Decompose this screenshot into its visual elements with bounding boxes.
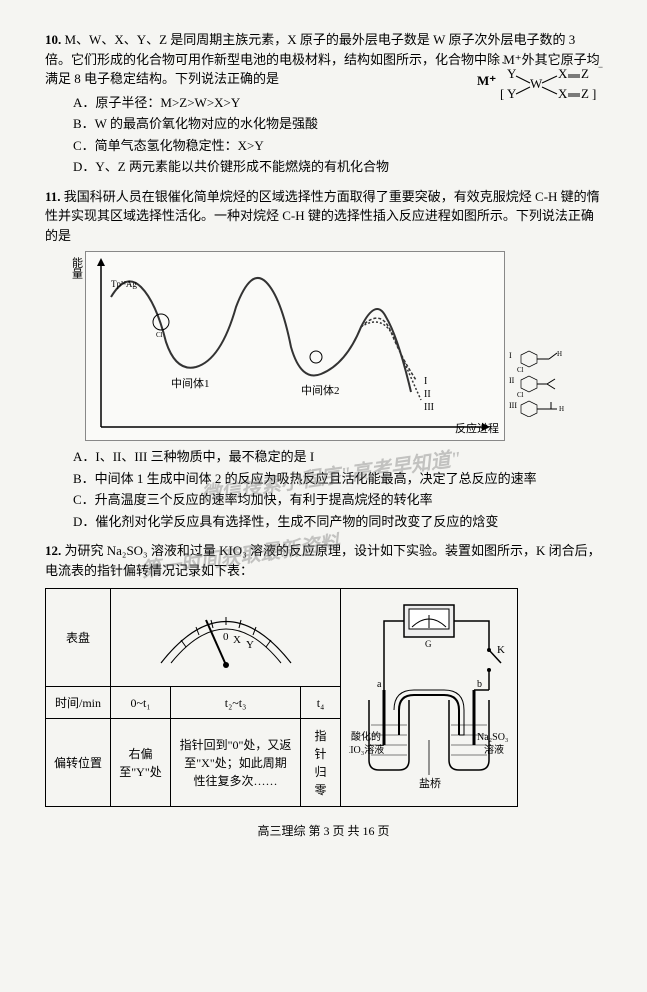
svg-text:Cl: Cl — [517, 416, 524, 417]
dial-zero: 0 — [223, 631, 229, 643]
time-1: 0~t₁ — [111, 687, 171, 719]
switch-K: K — [497, 644, 505, 656]
structure-diagram: M⁺ • [ Y Y W X X Z Z ] − — [472, 50, 607, 110]
struct-Z1: Z — [581, 66, 589, 81]
energy-diagram: 能量 反应进程 TpᴹAg 中间体1 中间体2 Cl I II III — [85, 251, 505, 441]
svg-text:I: I — [509, 351, 512, 360]
svg-text:−: − — [598, 62, 603, 72]
page-footer: 高三理综 第 3 页 共 16 页 — [45, 822, 602, 839]
svg-text:]: ] — [592, 86, 596, 101]
question-10: 10. M、W、X、Y、Z 是同周期主族元素，X 原子的最外层电子数是 W 原子… — [45, 30, 602, 177]
question-11: 11. 我国科研人员在银催化简单烷烃的区域选择性方面取得了重要突破，有效克服烷烃… — [45, 187, 602, 532]
svg-text:Cl: Cl — [156, 331, 163, 339]
q10-optC: C．简单气态氢化物稳定性：X>Y — [73, 136, 602, 156]
q11-number: 11. — [45, 189, 61, 204]
dial-X: X — [233, 634, 241, 646]
svg-text:I: I — [424, 376, 427, 387]
struct-W: W — [530, 76, 543, 91]
q11-optA: A．I、II、III 三种物质中，最不稳定的是 I — [73, 447, 602, 467]
apparatus-cell: G K a b — [341, 589, 518, 807]
row3-header: 偏转位置 — [46, 719, 111, 807]
svg-text:II: II — [509, 376, 515, 385]
product-structures: I Cl H II Cl III — [509, 342, 589, 423]
left-solution-1: 酸化的 — [351, 730, 381, 743]
time-2: t₂~t₃ — [171, 687, 301, 719]
q10-number: 10. — [45, 32, 61, 47]
svg-text:II: II — [424, 389, 431, 400]
svg-text:III: III — [509, 401, 517, 410]
struct-X2: X — [558, 86, 568, 101]
experiment-table: 表盘 0 X Y — [45, 588, 518, 807]
struct-Y1: Y — [507, 66, 517, 81]
electrode-b: b — [477, 679, 482, 690]
q10-optB: B．W 的最高价氧化物对应的水化物是强酸 — [73, 114, 602, 134]
dial-cell: 0 X Y — [111, 589, 341, 687]
struct-X1: X — [558, 66, 568, 81]
q11-optB: B．中间体 1 生成中间体 2 的反应为吸热反应且活化能最高，决定了总反应的速率 — [73, 469, 602, 489]
x-axis-label: 反应进程 — [455, 421, 499, 438]
q11-optC: C．升高温度三个反应的速率均加快，有利于提高烷烃的转化率 — [73, 490, 602, 510]
q11-options: A．I、II、III 三种物质中，最不稳定的是 I B．中间体 1 生成中间体 … — [73, 447, 602, 531]
right-solution-2: 溶液 — [484, 743, 504, 756]
row2-header: 时间/min — [46, 687, 111, 719]
right-solution-1: Na₂SO₃ — [477, 732, 508, 743]
deflect-3: 指针归零 — [301, 719, 341, 807]
struct-M: M⁺ — [477, 73, 496, 88]
svg-text:Cl: Cl — [517, 366, 524, 374]
time-3: t₄ — [301, 687, 341, 719]
q12-text: 为研究 Na₂SO₃ 溶液和过量 KIO₃ 溶液的反应原理，设计如下实验。装置如… — [45, 543, 601, 578]
left-solution-2: KIO₃溶液 — [349, 743, 384, 756]
deflect-1: 右偏至"Y"处 — [111, 719, 171, 807]
svg-text:[: [ — [500, 86, 504, 101]
question-12: 12. 为研究 Na₂SO₃ 溶液和过量 KIO₃ 溶液的反应原理，设计如下实验… — [45, 541, 602, 807]
struct-Y2: Y — [507, 86, 517, 101]
deflect-2: 指针回到"0"处，又返至"X"处；如此周期性往复多次…… — [171, 719, 301, 807]
svg-text:H: H — [557, 350, 562, 358]
q11-optD: D．催化剂对化学反应具有选择性，生成不同产物的同时改变了反应的焓变 — [73, 512, 602, 532]
svg-text:G: G — [425, 639, 432, 649]
svg-text:•: • — [502, 61, 504, 67]
svg-text:TpᴹAg: TpᴹAg — [111, 279, 137, 289]
q12-number: 12. — [45, 543, 61, 558]
q10-optD: D．Y、Z 两元素能以共价键形成不能燃烧的有机化合物 — [73, 157, 602, 177]
struct-Z2: Z — [581, 86, 589, 101]
intermediate1-label: 中间体1 — [171, 376, 210, 390]
dial-Y: Y — [246, 639, 254, 651]
row1-header: 表盘 — [46, 589, 111, 687]
q11-text: 我国科研人员在银催化简单烷烃的区域选择性方面取得了重要突破，有效克服烷烃 C-H… — [45, 189, 600, 243]
electrode-a: a — [377, 679, 382, 690]
svg-text:H: H — [559, 405, 564, 413]
svg-text:Cl: Cl — [517, 391, 524, 399]
intermediate2-label: 中间体2 — [301, 383, 340, 397]
y-axis-label: 能量 — [68, 257, 85, 279]
svg-text:III: III — [424, 402, 434, 413]
salt-bridge: 盐桥 — [419, 777, 441, 790]
